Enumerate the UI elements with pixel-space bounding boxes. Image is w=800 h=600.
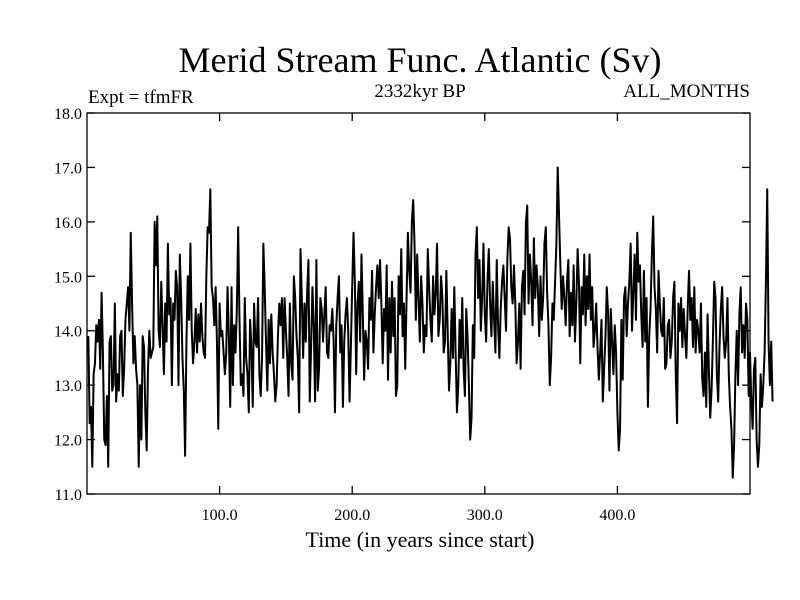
y-tick-label: 18.0 — [54, 106, 82, 123]
y-tick-label: 13.0 — [54, 378, 82, 395]
x-tick-label: 300.0 — [467, 507, 503, 524]
series-line — [87, 166, 774, 479]
y-tick-label: 11.0 — [55, 487, 82, 504]
y-tick-label: 12.0 — [54, 433, 82, 450]
x-axis: 100.0 200.0 300.0 400.0 — [202, 113, 635, 524]
y-tick-label: 15.0 — [54, 269, 82, 286]
x-tick-label: 200.0 — [334, 507, 370, 524]
subtitle-left: Expt = tfmFR — [88, 87, 194, 108]
y-tick-label: 14.0 — [54, 324, 82, 341]
subtitle-right: ALL_MONTHS — [623, 81, 750, 102]
x-axis-label: Time (in years since start) — [306, 527, 535, 552]
y-tick-label: 16.0 — [54, 215, 82, 232]
subtitle-center: 2332kyr BP — [374, 81, 465, 102]
plot-frame — [86, 112, 751, 495]
y-axis: 11.0 12.0 13.0 14.0 15.0 16.0 17.0 18.0 — [54, 106, 750, 504]
x-tick-label: 100.0 — [202, 507, 238, 524]
x-tick-label: 400.0 — [599, 507, 635, 524]
chart-title: Merid Stream Func. Atlantic (Sv) — [179, 40, 662, 80]
y-tick-label: 17.0 — [54, 160, 82, 177]
